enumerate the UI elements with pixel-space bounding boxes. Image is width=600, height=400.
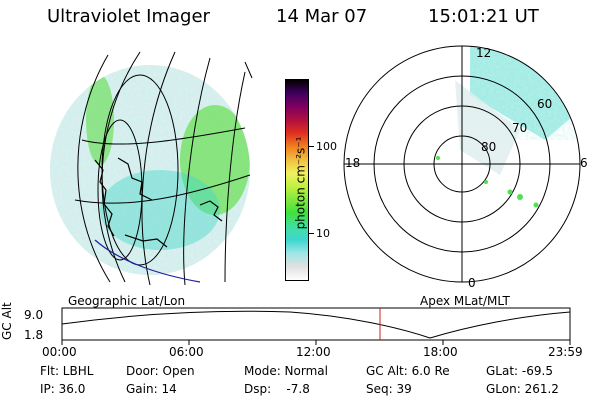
- orbit-ylabel: GC Alt: [0, 302, 14, 340]
- lat-label-70: 70: [512, 121, 528, 135]
- status-glat: GLat: -69.5: [486, 364, 553, 378]
- colorbar: [285, 79, 309, 281]
- orbit-xtick-2: 12:00: [296, 345, 331, 359]
- orbit-ytick-min: 1.8: [24, 328, 44, 342]
- time-label: 15:01:21 UT: [428, 6, 539, 27]
- colorbar-tick-100: [308, 146, 314, 147]
- status-gc-alt: GC Alt: 6.0 Re: [366, 364, 450, 378]
- instrument-title: Ultraviolet Imager: [47, 6, 210, 27]
- status-seq: Seq: 39: [366, 382, 412, 396]
- lat-label-60: 60: [537, 97, 553, 111]
- mlt-label-bottom: 0: [468, 276, 476, 290]
- lat-label-80: 80: [481, 140, 497, 154]
- colorbar-tick-100-label: 100: [316, 140, 337, 153]
- orbit-ytick-max: 9.0: [24, 308, 44, 322]
- mlt-label-right: 6: [580, 156, 588, 170]
- status-dsp: Dsp: -7.8: [244, 382, 310, 396]
- status-door: Door: Open: [126, 364, 195, 378]
- orbit-xtick-1: 06:00: [169, 345, 204, 359]
- orbit-xtick-3: 18:00: [423, 345, 458, 359]
- polar-label: Apex MLat/MLT: [420, 294, 510, 308]
- status-gain: Gain: 14: [126, 382, 177, 396]
- date-label: 14 Mar 07: [276, 6, 368, 27]
- mlt-label-left: 18: [345, 156, 361, 170]
- orbit-xtick-4: 23:59: [548, 345, 583, 359]
- colorbar-tick-10-label: 10: [316, 227, 330, 240]
- colorbar-tick-10: [308, 233, 314, 234]
- orbit-xtick-0: 00:00: [42, 345, 77, 359]
- status-glon: GLon: 261.2: [486, 382, 559, 396]
- status-mode: Mode: Normal: [244, 364, 328, 378]
- mlt-label-top: 12: [476, 46, 492, 60]
- status-flt: Flt: LBHL: [40, 364, 94, 378]
- status-ip: IP: 36.0: [40, 382, 86, 396]
- geographic-label: Geographic Lat/Lon: [68, 294, 186, 308]
